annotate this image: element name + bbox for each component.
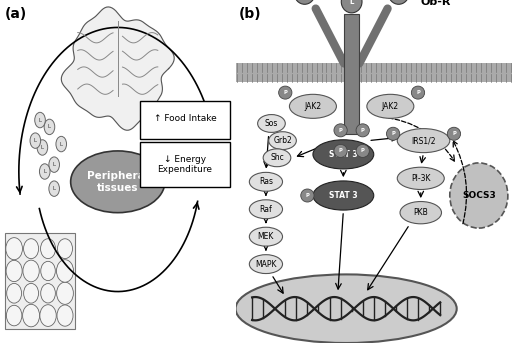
Ellipse shape bbox=[40, 305, 56, 327]
Ellipse shape bbox=[411, 86, 424, 99]
Ellipse shape bbox=[301, 189, 314, 202]
Ellipse shape bbox=[450, 163, 508, 228]
Ellipse shape bbox=[387, 127, 400, 140]
Ellipse shape bbox=[23, 304, 39, 327]
Text: L: L bbox=[38, 118, 41, 122]
Polygon shape bbox=[61, 7, 174, 130]
Ellipse shape bbox=[23, 260, 39, 282]
Ellipse shape bbox=[24, 239, 38, 259]
Ellipse shape bbox=[249, 200, 283, 219]
Ellipse shape bbox=[388, 0, 409, 4]
Text: L: L bbox=[53, 162, 56, 167]
Text: MAPK: MAPK bbox=[255, 260, 276, 269]
Ellipse shape bbox=[397, 167, 444, 189]
Ellipse shape bbox=[236, 274, 457, 343]
Text: L: L bbox=[60, 142, 63, 146]
Ellipse shape bbox=[49, 181, 59, 196]
Text: P: P bbox=[391, 131, 395, 136]
Ellipse shape bbox=[397, 129, 450, 153]
Ellipse shape bbox=[334, 144, 347, 157]
Text: Sos: Sos bbox=[265, 119, 278, 128]
Text: ↑ Food Intake: ↑ Food Intake bbox=[154, 114, 216, 123]
Text: (a): (a) bbox=[5, 7, 27, 21]
Ellipse shape bbox=[447, 127, 461, 140]
Text: P: P bbox=[452, 131, 456, 136]
Ellipse shape bbox=[258, 115, 285, 132]
Text: IRS1/2: IRS1/2 bbox=[411, 136, 436, 145]
Ellipse shape bbox=[249, 227, 283, 246]
Text: STAT 3: STAT 3 bbox=[329, 191, 358, 200]
Ellipse shape bbox=[41, 284, 55, 303]
Text: P: P bbox=[306, 193, 309, 198]
Ellipse shape bbox=[279, 86, 292, 99]
Text: PKB: PKB bbox=[413, 208, 428, 217]
Ellipse shape bbox=[313, 181, 374, 210]
Text: P: P bbox=[361, 128, 365, 133]
Text: P: P bbox=[338, 149, 343, 153]
Ellipse shape bbox=[334, 124, 347, 137]
Ellipse shape bbox=[249, 173, 283, 191]
Text: L: L bbox=[53, 186, 56, 191]
Ellipse shape bbox=[57, 282, 73, 304]
Ellipse shape bbox=[71, 151, 165, 213]
Text: L: L bbox=[48, 125, 51, 129]
Text: Raf: Raf bbox=[260, 205, 272, 214]
Ellipse shape bbox=[37, 140, 48, 155]
Ellipse shape bbox=[56, 260, 74, 282]
FancyBboxPatch shape bbox=[140, 142, 229, 187]
Text: L: L bbox=[41, 145, 44, 150]
Text: JAK2: JAK2 bbox=[304, 102, 322, 111]
Ellipse shape bbox=[41, 261, 55, 281]
Text: SOCS3: SOCS3 bbox=[462, 191, 496, 200]
Text: P: P bbox=[361, 149, 365, 153]
Text: (b): (b) bbox=[238, 7, 261, 21]
Bar bbox=[5, 233, 75, 329]
Text: PI-3K: PI-3K bbox=[411, 174, 431, 183]
Text: P: P bbox=[416, 90, 420, 95]
Text: JAK2: JAK2 bbox=[382, 102, 399, 111]
Ellipse shape bbox=[356, 124, 369, 137]
Ellipse shape bbox=[57, 305, 73, 326]
Ellipse shape bbox=[56, 136, 67, 152]
Text: Ras: Ras bbox=[259, 177, 273, 186]
Ellipse shape bbox=[263, 149, 291, 167]
FancyBboxPatch shape bbox=[140, 101, 229, 139]
Text: P: P bbox=[338, 128, 343, 133]
Text: Shc: Shc bbox=[270, 153, 284, 162]
Text: ↓ Energy
Expenditure: ↓ Energy Expenditure bbox=[157, 155, 212, 174]
Ellipse shape bbox=[44, 119, 55, 134]
Ellipse shape bbox=[39, 164, 50, 179]
Ellipse shape bbox=[269, 132, 296, 150]
Bar bbox=[344, 14, 359, 134]
Ellipse shape bbox=[342, 0, 362, 13]
Ellipse shape bbox=[35, 112, 46, 128]
Ellipse shape bbox=[7, 283, 22, 303]
Ellipse shape bbox=[40, 239, 55, 259]
Ellipse shape bbox=[400, 201, 441, 224]
Text: Grb2: Grb2 bbox=[273, 136, 292, 145]
Text: MEK: MEK bbox=[258, 232, 274, 241]
Ellipse shape bbox=[6, 260, 22, 282]
Ellipse shape bbox=[313, 140, 374, 169]
Text: L: L bbox=[34, 138, 37, 143]
Text: L: L bbox=[43, 169, 46, 174]
Text: Ob-R: Ob-R bbox=[421, 0, 451, 7]
Ellipse shape bbox=[6, 238, 23, 260]
Text: Peripheral
tissues: Peripheral tissues bbox=[87, 171, 148, 192]
Text: P: P bbox=[283, 90, 287, 95]
Text: STAT 3: STAT 3 bbox=[329, 150, 358, 159]
Ellipse shape bbox=[294, 0, 315, 4]
Bar bbox=[236, 63, 512, 82]
Ellipse shape bbox=[30, 133, 40, 149]
Ellipse shape bbox=[367, 94, 414, 118]
Ellipse shape bbox=[289, 94, 336, 118]
Ellipse shape bbox=[6, 305, 22, 326]
Ellipse shape bbox=[249, 255, 283, 274]
Ellipse shape bbox=[49, 157, 59, 172]
Ellipse shape bbox=[57, 239, 73, 259]
Ellipse shape bbox=[24, 283, 38, 303]
Text: L: L bbox=[350, 0, 354, 5]
Ellipse shape bbox=[356, 144, 369, 157]
